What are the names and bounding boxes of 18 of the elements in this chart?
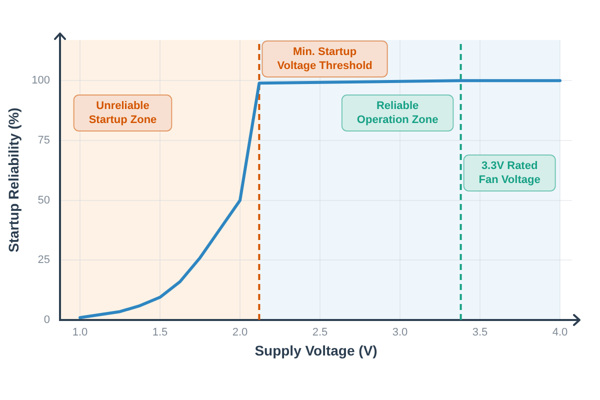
band-label: Reliable Operation Zone xyxy=(356,100,438,126)
band-label: Unreliable Startup Zone xyxy=(88,100,157,126)
y-tick-label: 75 xyxy=(38,134,50,147)
x-tick-label: 1.5 xyxy=(152,326,168,339)
x-tick-label: 2.0 xyxy=(232,326,248,339)
x-tick-label: 4.0 xyxy=(552,326,568,339)
x-tick-label: 1.0 xyxy=(72,326,88,339)
y-tick-label: 50 xyxy=(38,194,50,206)
x-tick-label: 2.5 xyxy=(312,326,328,339)
ref-line-label: 3.3V Rated Fan Voltage xyxy=(478,160,540,186)
y-tick-label: 100 xyxy=(32,74,50,87)
ref-line-label: Min. Startup Voltage Threshold xyxy=(277,46,372,72)
y-tick-label: 25 xyxy=(38,254,50,266)
x-tick-label: 3.5 xyxy=(472,326,488,339)
y-tick-label: 0 xyxy=(44,314,50,326)
x-axis-title: Supply Voltage (V) xyxy=(254,342,378,358)
x-tick-label: 3.0 xyxy=(392,326,408,339)
y-axis-title: Startup Reliability (%) xyxy=(5,108,22,252)
